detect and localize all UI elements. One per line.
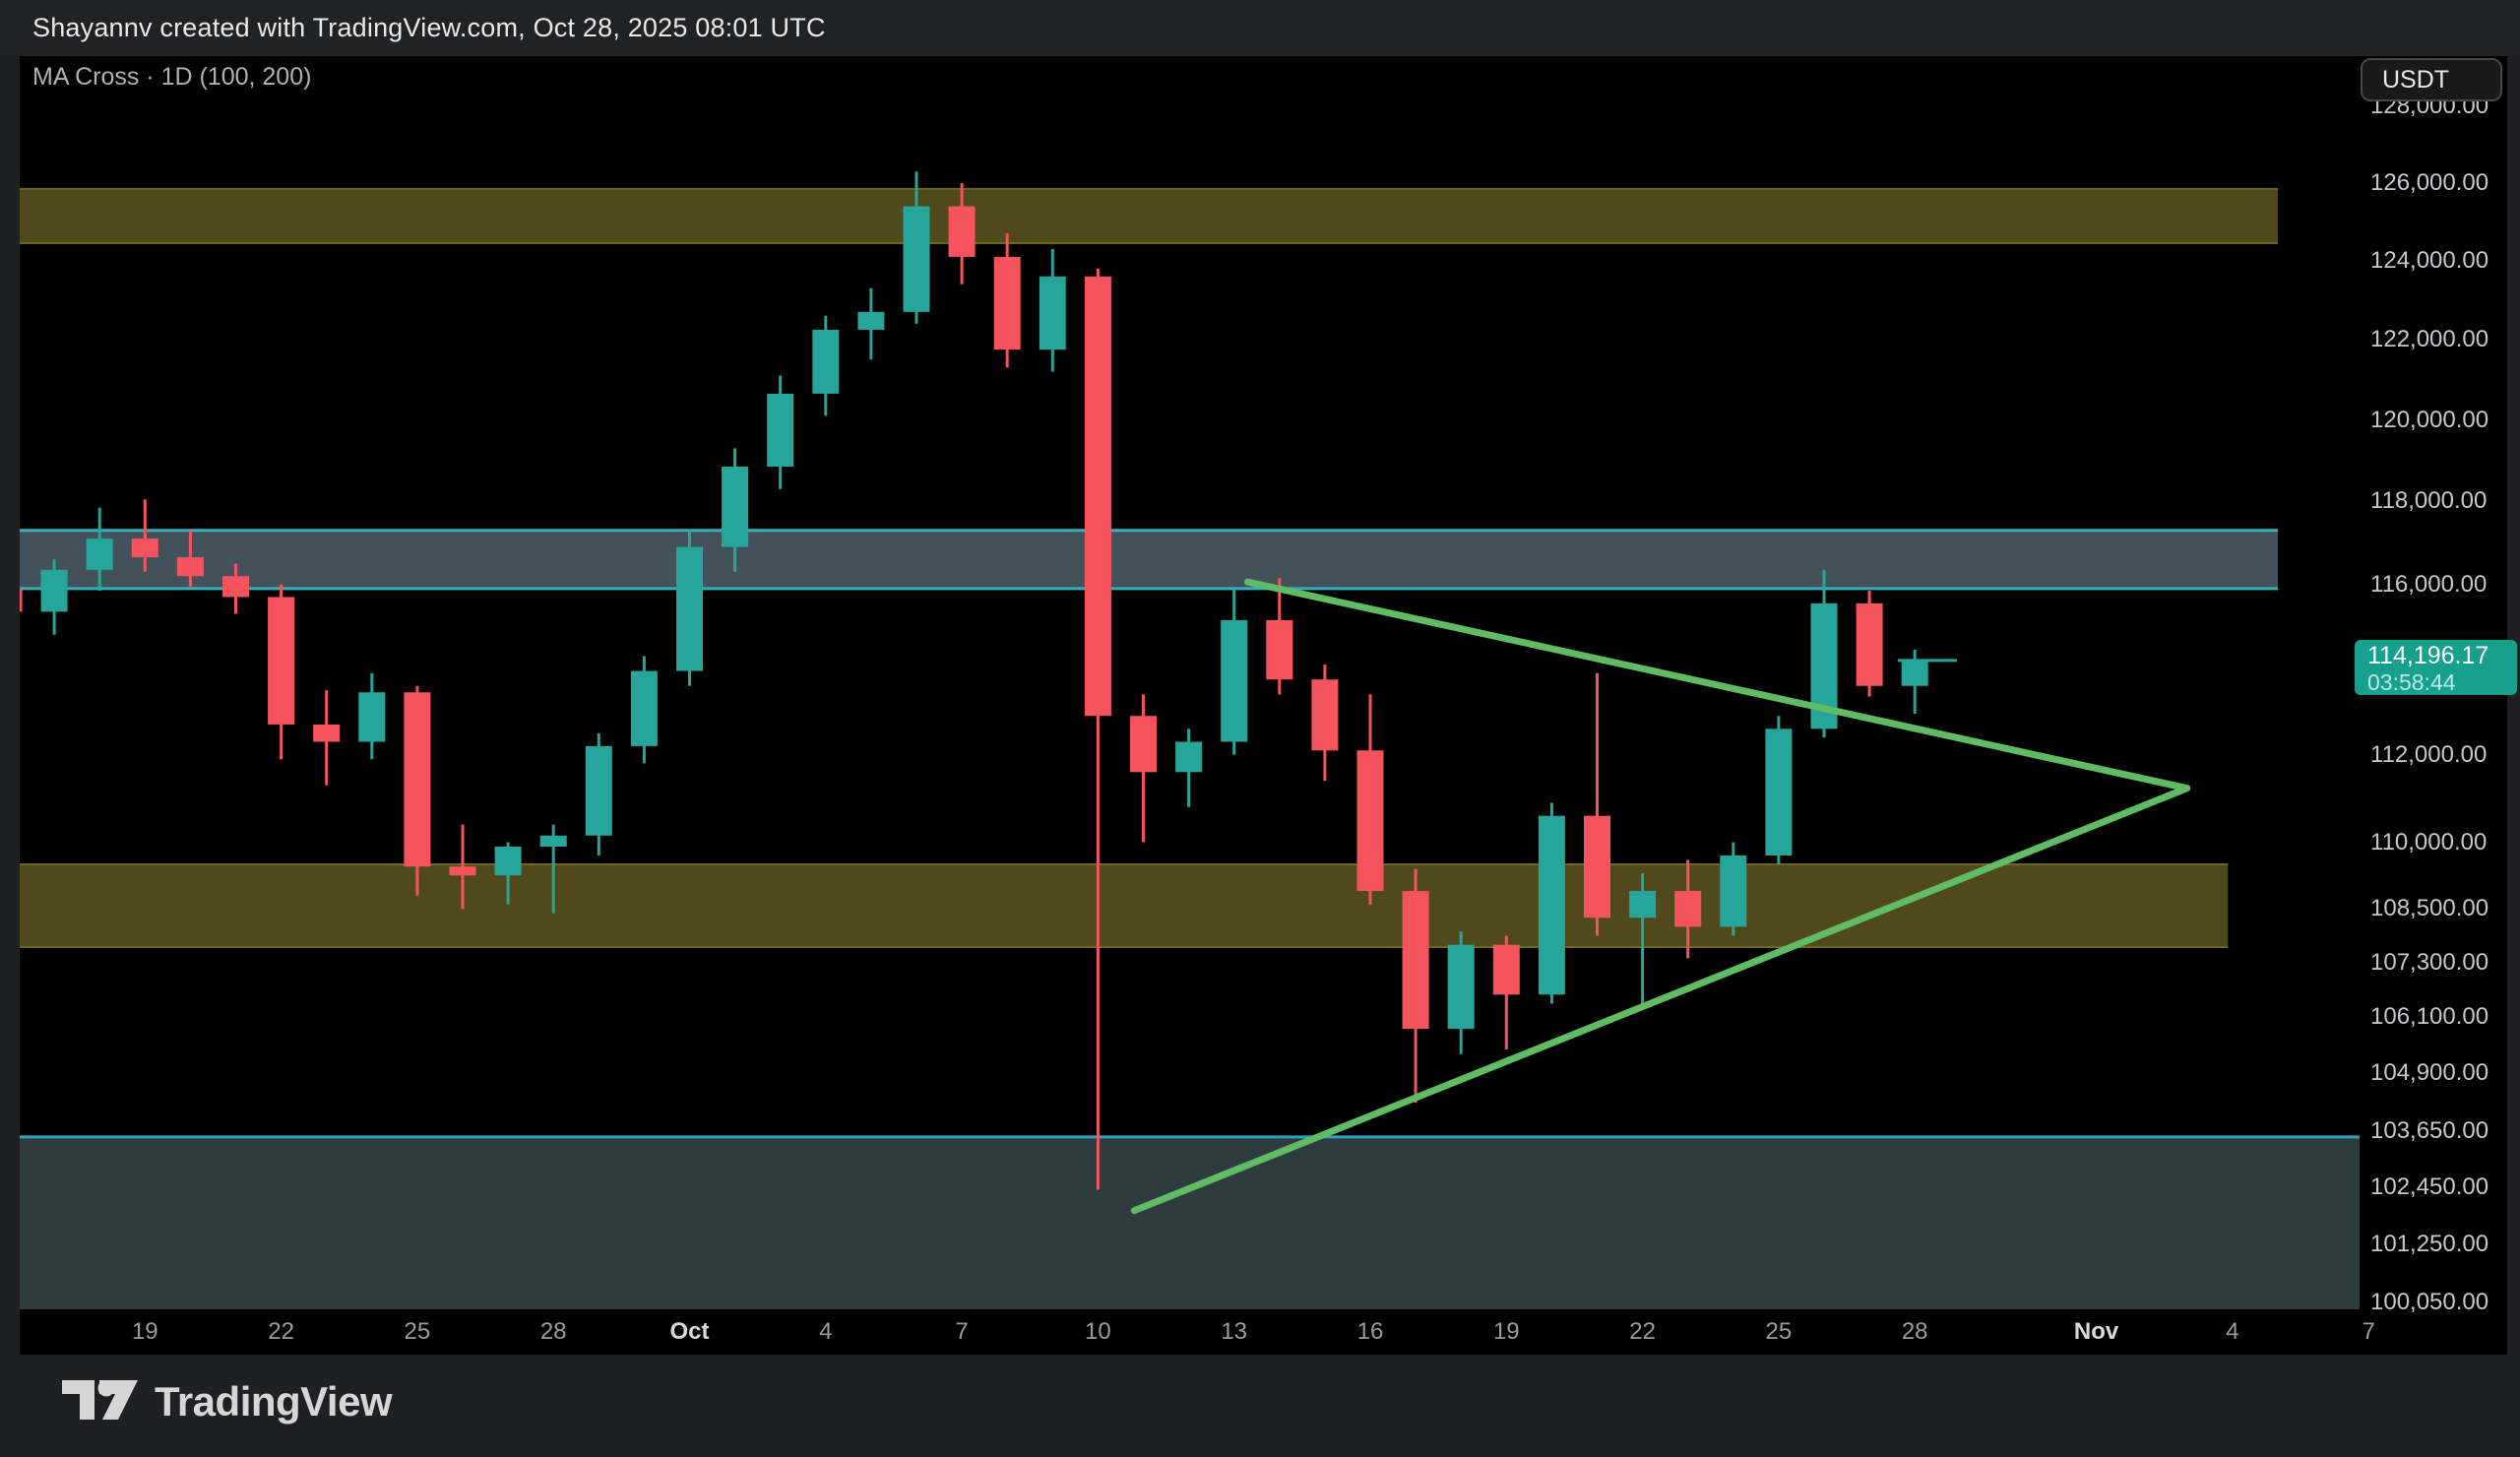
- price-tick-label: 112,000.00: [2370, 740, 2488, 768]
- footer-bar: TradingView: [0, 1355, 2520, 1457]
- candle-body: [903, 206, 930, 312]
- demand-zone-102k[interactable]: [20, 1136, 2364, 1309]
- time-tick-label: 10: [1085, 1318, 1111, 1345]
- candle-body: [948, 206, 976, 257]
- candle-body: [86, 538, 113, 570]
- price-tick-label: 108,500.00: [2370, 895, 2489, 922]
- time-tick-label: 19: [1492, 1318, 1520, 1345]
- time-tick-label: 7: [2362, 1318, 2375, 1345]
- candle-body: [1175, 741, 1203, 773]
- price-tick-label: 124,000.00: [2370, 246, 2489, 274]
- candle-body: [993, 256, 1021, 350]
- price-tick-label: 126,000.00: [2370, 169, 2489, 196]
- candle-body: [222, 576, 249, 598]
- price-tick-label: 122,000.00: [2370, 326, 2489, 353]
- candle-body: [1039, 276, 1066, 350]
- candlestick-plot: [20, 171, 2364, 1309]
- support-band-108k[interactable]: [20, 863, 2229, 947]
- candle-body: [1901, 660, 1928, 686]
- time-tick-label: Oct: [669, 1318, 710, 1345]
- time-tick-label: 16: [1356, 1318, 1384, 1345]
- candle-body: [1356, 750, 1384, 892]
- time-tick-label: 25: [1765, 1318, 1793, 1345]
- candle-body: [1629, 891, 1657, 919]
- current-price-badge: 114,196.17 03:58:44: [2355, 640, 2517, 695]
- candle-body: [40, 569, 68, 612]
- candle-body: [131, 538, 158, 558]
- candle-body: [585, 745, 612, 836]
- time-tick-label: 4: [2226, 1318, 2239, 1345]
- price-tick-label: 103,650.00: [2370, 1116, 2489, 1144]
- indicator-label[interactable]: MA Cross · 1D (100, 200): [32, 63, 312, 91]
- attribution-bar: Shayannv created with TradingView.com, O…: [0, 0, 2520, 56]
- price-tick-label: 106,100.00: [2370, 1003, 2489, 1031]
- price-tick-label: 120,000.00: [2370, 406, 2489, 433]
- candle-body: [539, 835, 567, 847]
- candle-body: [1538, 815, 1565, 995]
- price-tick-label: 104,900.00: [2370, 1058, 2489, 1086]
- candle-body: [1765, 728, 1793, 855]
- currency-toggle-button[interactable]: USDT: [2361, 58, 2502, 101]
- chart-canvas[interactable]: MA Cross · 1D (100, 200) 128,000.00 126,0…: [20, 56, 2517, 1355]
- price-tick-label: 116,000.00: [2370, 570, 2488, 598]
- candle-body: [676, 546, 703, 671]
- candle-body: [812, 329, 840, 394]
- time-tick-label: 7: [955, 1318, 969, 1345]
- candle-body: [1311, 679, 1339, 751]
- current-price-value: 114,196.17: [2367, 642, 2489, 669]
- tradingview-logo-text: TradingView: [155, 1378, 393, 1425]
- time-tick-label: 28: [1901, 1318, 1928, 1345]
- price-tick-label: 107,300.00: [2370, 949, 2489, 977]
- tradingview-logo-icon: [62, 1380, 138, 1420]
- time-tick-label: 13: [1221, 1318, 1248, 1345]
- time-tick-label: 19: [131, 1318, 158, 1345]
- candles: [20, 171, 1928, 1190]
- candle-body: [449, 866, 476, 876]
- price-tick-label: 110,000.00: [2370, 828, 2488, 855]
- price-tick-label: 101,250.00: [2370, 1231, 2489, 1258]
- triangle-pattern-lines[interactable]: [1130, 578, 2191, 1215]
- candle-body: [1720, 855, 1747, 927]
- time-tick-label: 22: [268, 1318, 294, 1345]
- candle-body: [1584, 815, 1610, 919]
- tradingview-logo[interactable]: TradingView: [62, 1378, 393, 1425]
- resistance-band-upper[interactable]: [20, 188, 2279, 244]
- price-tick-label: 100,050.00: [2370, 1288, 2489, 1315]
- candle-body: [1674, 891, 1702, 927]
- candle-body: [630, 670, 658, 746]
- candle-body: [1084, 276, 1111, 717]
- candle-body: [1130, 716, 1157, 773]
- candle-body: [1221, 619, 1248, 742]
- candle-body: [313, 724, 341, 742]
- candle-body: [268, 597, 295, 725]
- price-tick-label: 102,450.00: [2370, 1173, 2489, 1201]
- candle-body: [176, 557, 204, 577]
- candle-body: [1402, 891, 1429, 1030]
- candle-body: [494, 846, 522, 876]
- candle-body: [1856, 602, 1883, 686]
- time-tick-label: Nov: [2073, 1318, 2119, 1345]
- attribution-text: Shayannv created with TradingView.com, O…: [32, 13, 826, 42]
- candle-body: [767, 393, 794, 468]
- plot-layers: [20, 171, 2364, 1309]
- candle-body: [722, 467, 749, 547]
- candle-body: [404, 692, 431, 867]
- candle-body: [358, 692, 386, 742]
- time-tick-label: 22: [1629, 1318, 1656, 1345]
- candle-body: [1492, 944, 1520, 995]
- time-tick-label: 28: [539, 1318, 567, 1345]
- candle-body: [1447, 944, 1475, 1030]
- time-tick-label: 25: [404, 1318, 431, 1345]
- time-tick-label: 4: [819, 1318, 833, 1345]
- candle-body: [1266, 619, 1293, 680]
- candle-body: [857, 311, 885, 330]
- price-tick-label: 118,000.00: [2370, 487, 2488, 515]
- bar-countdown: 03:58:44: [2367, 669, 2456, 695]
- candle-body: [20, 588, 23, 612]
- supply-band-116k[interactable]: [20, 530, 2279, 589]
